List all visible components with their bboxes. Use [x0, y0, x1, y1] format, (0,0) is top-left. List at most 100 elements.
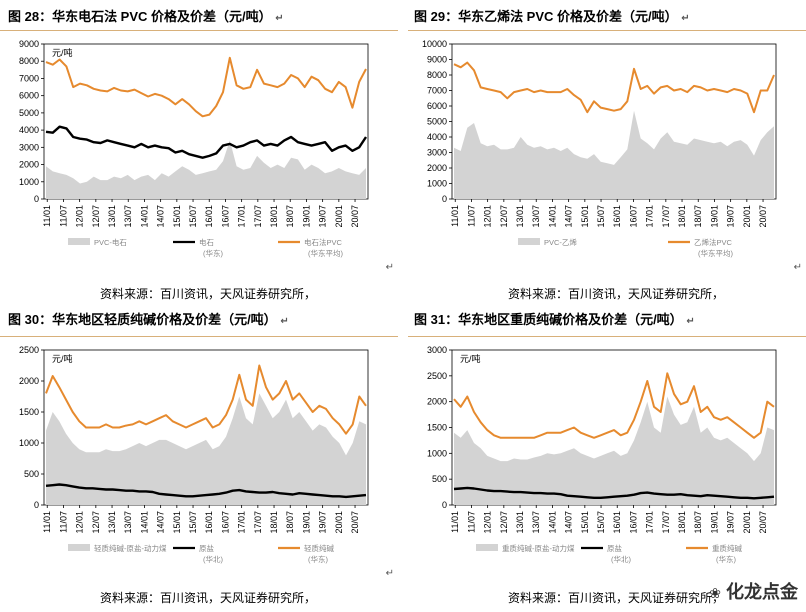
x-tick-label: 14/01 — [547, 511, 557, 534]
area-series — [454, 396, 774, 505]
x-tick-label: 19/01 — [301, 205, 311, 228]
chart-plot: 0 500 1000 1500 2000 2500 元/吨 11/01 11/07 12/01 12… — [19, 345, 369, 564]
x-tick-label: 18/07 — [285, 205, 295, 228]
y-tick-label: 2000 — [427, 163, 447, 173]
chart-title: 图 31：华东地区重质纯碱价格及价差（元/吨） ↵ — [414, 312, 695, 327]
x-tick-label: 16/01 — [204, 205, 214, 228]
x-tick-label: 17/07 — [661, 511, 671, 534]
y-tick-label: 2500 — [19, 345, 39, 355]
return-mark: ↵ — [793, 262, 802, 273]
x-tick-label: 16/07 — [628, 511, 638, 534]
legend-label: 重质纯碱-原盐-动力煤 — [502, 543, 575, 553]
line-series — [45, 483, 367, 499]
x-tick-label: 19/07 — [318, 511, 328, 534]
y-tick-label: 4000 — [19, 125, 39, 135]
y-tick-label: 1500 — [19, 407, 39, 417]
legend-label: 轻质纯碱-原盐-动力煤 — [94, 543, 167, 553]
wechat-icon: ❀ — [709, 585, 721, 601]
chart-source: 资料来源：百川资讯，天风证券研究所， — [100, 591, 317, 605]
legend-sublabel: (华北) — [611, 554, 631, 564]
y-tick-label: 8000 — [427, 70, 447, 80]
x-tick-label: 11/01 — [42, 205, 52, 227]
x-tick-label: 18/07 — [693, 511, 703, 534]
y-tick-label: 6000 — [427, 101, 447, 111]
watermark: ❀ 化龙点金 — [709, 578, 798, 604]
x-tick-label: 14/07 — [564, 205, 574, 228]
chart-title: 图 29：华东乙烯法 PVC 价格及价差（元/吨） ↵ — [414, 9, 690, 24]
x-tick-label: 15/01 — [172, 205, 182, 228]
y-tick-label: 9000 — [427, 55, 447, 65]
chart-panel-pvc-calcium-carbide: 图 28：华东电石法 PVC 价格及价差（元/吨） ↵ 0 1000 2000 300… — [0, 0, 398, 306]
x-tick-label: 20/07 — [758, 511, 768, 534]
x-tick-label: 12/01 — [75, 205, 85, 228]
x-tick-label: 15/07 — [188, 205, 198, 228]
y-tick-label: 10000 — [422, 39, 447, 49]
x-tick-label: 16/07 — [220, 511, 230, 534]
x-tick-label: 14/01 — [139, 205, 149, 228]
legend-sublabel: (华东平均) — [308, 248, 343, 258]
x-tick-label: 14/07 — [564, 511, 574, 534]
legend-label: 原盐 — [199, 543, 214, 553]
line-series — [453, 372, 775, 439]
x-tick-label: 11/07 — [466, 205, 476, 227]
chart-title: 图 30：华东地区轻质纯碱价格及价差（元/吨） ↵ — [8, 312, 289, 327]
x-tick-label: 14/01 — [547, 205, 557, 228]
y-tick-label: 5000 — [19, 108, 39, 118]
legend-swatch — [68, 544, 90, 551]
x-tick-label: 13/01 — [515, 205, 525, 228]
chart-panel-light-soda-ash: 图 30：华东地区轻质纯碱价格及价差（元/吨） ↵ 0 500 1000 1500 20… — [0, 306, 398, 612]
x-tick-label: 15/01 — [580, 205, 590, 228]
y-tick-label: 7000 — [19, 73, 39, 83]
x-tick-label: 20/01 — [742, 205, 752, 228]
legend-label: 电石法PVC — [304, 237, 343, 247]
y-tick-label: 8000 — [19, 56, 39, 66]
x-tick-label: 13/07 — [123, 205, 133, 228]
chart-plot: 0 1000 2000 3000 4000 5000 6000 7000 8000 9000 元/吨… — [19, 39, 369, 258]
x-tick-label: 20/01 — [742, 511, 752, 534]
x-tick-label: 13/01 — [515, 511, 525, 534]
x-tick-label: 15/07 — [596, 511, 606, 534]
title-rule — [0, 30, 398, 31]
y-tick-label: 9000 — [19, 39, 39, 49]
y-tick-label: 2000 — [19, 160, 39, 170]
x-tick-label: 18/01 — [677, 511, 687, 534]
x-tick-label: 18/07 — [285, 511, 295, 534]
legend-sublabel: (华北) — [203, 554, 223, 564]
x-tick-label: 20/01 — [334, 511, 344, 534]
y-tick-label: 500 — [24, 469, 39, 479]
y-tick-label: 3000 — [427, 345, 447, 355]
y-tick-label: 3000 — [19, 142, 39, 152]
x-tick-label: 19/07 — [318, 205, 328, 228]
x-tick-label: 11/07 — [466, 511, 476, 533]
y-tick-label: 500 — [432, 474, 447, 484]
x-tick-label: 19/07 — [726, 205, 736, 228]
unit-label: 元/吨 — [52, 353, 73, 364]
legend-label: PVC-电石 — [94, 237, 127, 247]
x-tick-label: 12/07 — [91, 511, 101, 534]
x-tick-label: 17/01 — [237, 511, 247, 534]
x-tick-label: 13/07 — [531, 511, 541, 534]
chart-plot: 0 1000 2000 3000 4000 5000 6000 7000 8000 9000 100… — [422, 39, 777, 258]
y-tick-label: 2000 — [19, 376, 39, 386]
x-tick-label: 11/01 — [450, 205, 460, 227]
legend-swatch — [476, 544, 498, 551]
x-tick-label: 20/07 — [350, 511, 360, 534]
y-tick-label: 2000 — [427, 397, 447, 407]
x-tick-label: 12/01 — [75, 511, 85, 534]
x-tick-label: 14/01 — [139, 511, 149, 534]
x-tick-label: 17/07 — [253, 511, 263, 534]
x-tick-label: 12/01 — [483, 205, 493, 228]
x-tick-label: 15/01 — [580, 511, 590, 534]
x-tick-label: 16/07 — [220, 205, 230, 228]
x-tick-label: 19/01 — [709, 511, 719, 534]
x-tick-label: 12/07 — [499, 511, 509, 534]
x-tick-label: 12/01 — [483, 511, 493, 534]
chart-source: 资料来源：百川资讯，天风证券研究所， — [508, 591, 725, 605]
x-tick-label: 15/07 — [188, 511, 198, 534]
x-tick-label: 20/01 — [334, 205, 344, 228]
title-rule — [408, 30, 806, 31]
x-tick-label: 15/07 — [596, 205, 606, 228]
chart-title: 图 28：华东电石法 PVC 价格及价差（元/吨） ↵ — [8, 9, 284, 24]
y-tick-label: 3000 — [427, 148, 447, 158]
x-tick-label: 18/01 — [269, 205, 279, 228]
